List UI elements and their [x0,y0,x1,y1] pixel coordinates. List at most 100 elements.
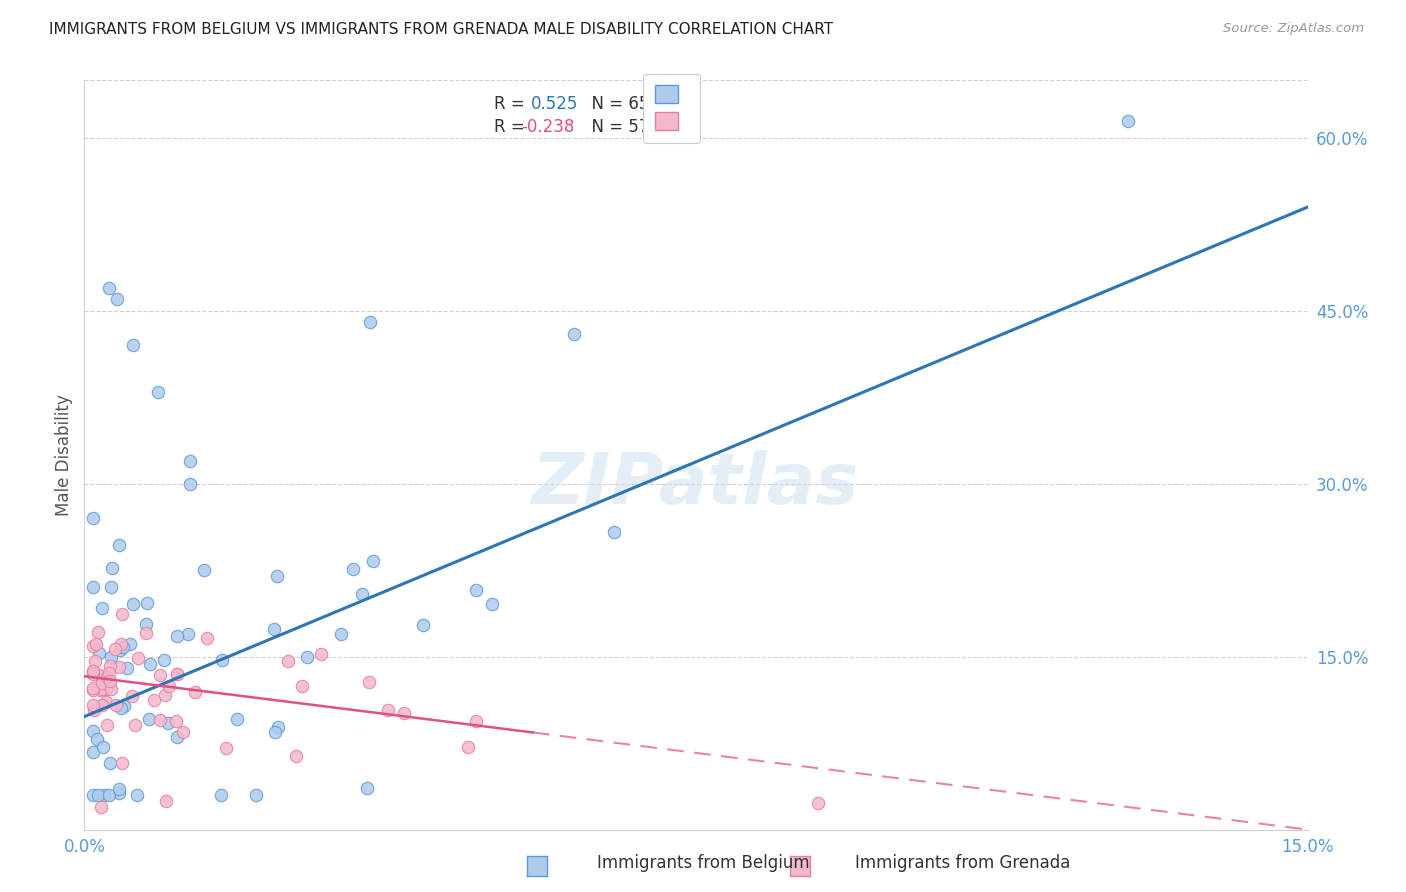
Point [82,681,104,695]
Point [266,569,288,583]
Point [481,597,503,611]
Point [94,681,117,696]
Point [100,650,122,665]
Text: R =: R = [494,118,530,136]
Point [105,293,128,307]
Point [177,626,200,640]
Text: Immigrants from Belgium: Immigrants from Belgium [596,855,810,872]
Point [125,788,148,802]
Point [127,651,149,665]
Point [139,657,162,672]
Point [357,675,380,690]
Point [361,554,384,568]
Point [135,626,157,640]
Point [350,587,373,601]
Point [146,384,169,399]
Point [155,794,177,808]
Point [111,640,134,654]
Point [330,626,353,640]
Point [96,670,118,684]
Point [226,712,249,726]
Point [82,724,104,739]
Point [104,642,127,657]
Point [184,685,207,699]
Point [96,718,118,732]
Point [93,788,115,802]
Text: Immigrants from Grenada: Immigrants from Grenada [855,855,1071,872]
Point [83,703,105,717]
Point [156,716,179,731]
Point [267,720,290,734]
Point [97,665,120,680]
Point [122,597,145,611]
Point [121,689,143,703]
Point [138,712,160,726]
Point [122,338,145,352]
Point [98,756,121,770]
Point [82,745,104,759]
Point [112,698,135,713]
Point [172,724,194,739]
Point [82,788,104,802]
Point [152,653,174,667]
Point [215,740,238,755]
Point [143,692,166,706]
Point [98,673,121,688]
Point [108,660,131,674]
Y-axis label: Male Disability: Male Disability [55,394,73,516]
Text: 0.525: 0.525 [531,95,578,113]
Point [457,739,479,754]
Point [179,476,201,491]
Point [291,679,314,693]
Point [87,624,110,639]
Point [82,639,104,653]
Point [166,667,188,681]
Point [136,597,159,611]
Text: ZIPatlas: ZIPatlas [533,450,859,519]
Point [82,682,104,697]
Point [111,756,134,770]
Point [1116,113,1139,128]
Legend: , : , [643,74,700,143]
Point [193,563,215,577]
Point [82,511,104,525]
Point [285,748,308,763]
Point [87,788,110,802]
Point [82,698,104,712]
Point [153,689,176,703]
Point [100,561,122,575]
Point [165,714,187,729]
Point [157,679,180,693]
Point [149,713,172,727]
Point [464,714,486,729]
Point [166,629,188,643]
Point [124,717,146,731]
Point [91,740,114,755]
Point [107,538,129,552]
Point [90,799,112,814]
Point [166,730,188,744]
Point [89,682,111,697]
Point [82,664,104,678]
Point [464,582,486,597]
Point [359,315,381,329]
Point [562,326,585,341]
Point [82,664,104,678]
Point [263,622,285,636]
Point [110,701,132,715]
Point [195,632,218,646]
Point [97,281,120,295]
Point [134,617,156,632]
Point [98,788,121,802]
Point [108,781,131,796]
Point [82,667,104,681]
Point [342,562,364,576]
Point [211,653,233,667]
Point [89,668,111,682]
Point [91,698,114,712]
Point [111,607,134,621]
Point [603,525,626,540]
Point [412,617,434,632]
Point [209,788,232,802]
Point [104,698,127,712]
